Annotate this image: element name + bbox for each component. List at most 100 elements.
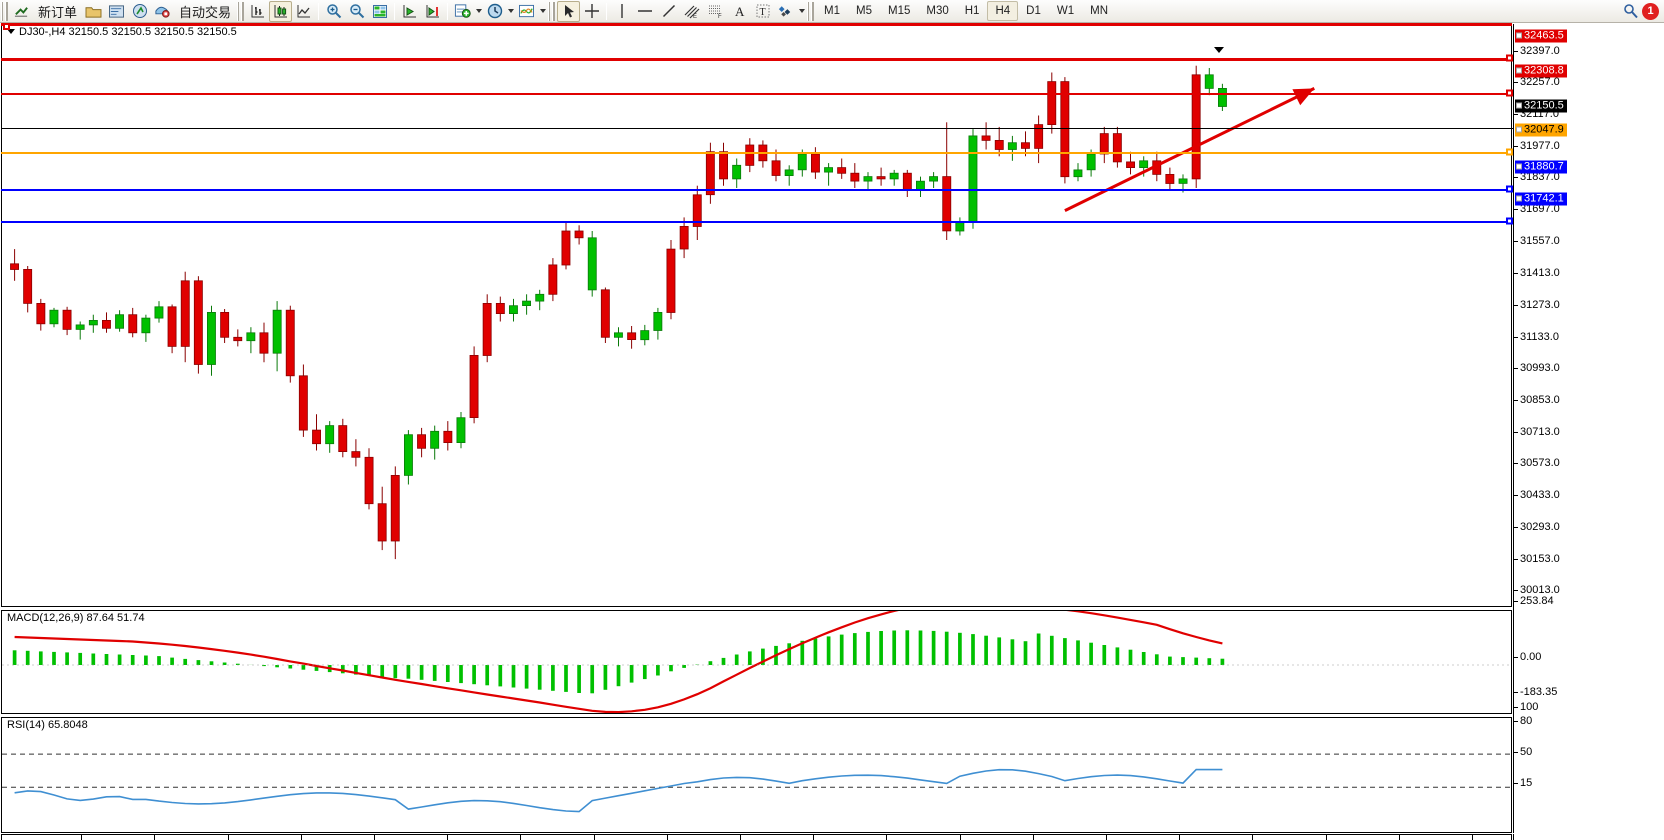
time-axis-tick (666, 835, 668, 840)
label-icon[interactable]: T (751, 1, 774, 22)
timeframe-d1[interactable]: D1 (1026, 5, 1041, 17)
price-tag-current-price[interactable]: 32150.5 (1515, 99, 1567, 113)
macd-axis-tick: -183.35 (1514, 686, 1557, 698)
price-tag-support-2[interactable]: 31742.1 (1515, 192, 1567, 206)
price-axis-tick: 31977.0 (1514, 140, 1560, 152)
objects-dropdown-icon[interactable] (797, 1, 806, 21)
price-line-handle[interactable] (1506, 185, 1513, 193)
main-toolbar: 新订单 自动交易 (0, 0, 1664, 23)
folder-icon[interactable] (82, 1, 105, 22)
price-line-handle[interactable] (1506, 148, 1513, 156)
price-tag-resistance-1[interactable]: 32308.8 (1515, 64, 1567, 77)
price-axis[interactable]: 32397.0 32257.0 32117.0 31977.0 31837.0 31697… (1513, 24, 1664, 833)
price-line-resistance-2[interactable] (1, 57, 1513, 61)
time-axis-tick (1398, 835, 1400, 840)
time-axis-tick (81, 835, 83, 840)
price-axis-tick: 31273.0 (1514, 299, 1560, 311)
timeframe-m1[interactable]: M1 (824, 5, 841, 17)
macd-pane[interactable]: MACD(12,26,9) 87.64 51.74 (1, 610, 1512, 714)
search-icon[interactable] (1619, 1, 1642, 22)
timeframe-mn[interactable]: MN (1090, 5, 1108, 17)
timeframe-w1[interactable]: W1 (1056, 5, 1075, 17)
auto-trading-icon[interactable] (151, 1, 174, 22)
templates-dropdown-icon[interactable] (538, 1, 547, 21)
auto-trading-button[interactable]: 自动交易 (179, 4, 232, 20)
price-axis-tick: 30153.0 (1514, 553, 1560, 565)
timeframe-m30[interactable]: M30 (926, 5, 949, 17)
time-axis[interactable]: 8 Jul 202211 Jul 04:0011 Jul 20:0012 Jul… (1, 834, 1512, 840)
toolbar-grip-2[interactable] (237, 1, 245, 21)
new-order-icon[interactable] (10, 1, 33, 22)
price-line-pivot[interactable] (1, 151, 1513, 154)
price-axis-tick: 30853.0 (1514, 394, 1560, 406)
add-indicator-icon[interactable] (451, 1, 474, 22)
price-line-support-1[interactable] (1, 189, 1513, 192)
price-line-resistance-1[interactable] (1, 92, 1513, 95)
timeframe-h1[interactable]: H1 (964, 5, 980, 17)
price-line-handle[interactable] (1506, 54, 1513, 61)
cursor-icon[interactable] (557, 0, 581, 22)
toolbar-grip-4[interactable] (807, 1, 815, 21)
price-line-handle[interactable] (1506, 89, 1513, 96)
vline-icon[interactable] (610, 1, 633, 22)
time-axis-tick (1032, 835, 1034, 840)
time-axis-tick (374, 835, 375, 840)
timeframe-h4[interactable]: H4 (987, 1, 1019, 21)
time-axis-tick (227, 835, 229, 840)
price-pane-collapse-icon[interactable] (7, 29, 15, 34)
toolbar-grip-3[interactable] (548, 1, 556, 21)
templates-icon[interactable] (515, 1, 538, 22)
navigator-icon[interactable] (128, 1, 151, 22)
add-indicator-dropdown-icon[interactable] (474, 1, 483, 21)
time-axis-tick (593, 835, 595, 840)
line-chart-icon[interactable] (292, 1, 315, 22)
chart-selection-handle[interactable] (3, 23, 10, 30)
hline-icon[interactable] (633, 1, 657, 22)
auto-scroll-icon[interactable] (421, 1, 444, 22)
macd-axis-tick: 0.00 (1514, 651, 1541, 663)
price-line-handle[interactable] (1506, 217, 1513, 225)
zoom-out-icon[interactable] (345, 1, 368, 22)
toolbar-grip[interactable] (1, 1, 8, 21)
price-tag-support-1[interactable]: 31880.7 (1515, 160, 1567, 174)
timeframe-m5[interactable]: M5 (856, 5, 872, 17)
notification-badge[interactable]: 1 (1642, 2, 1659, 20)
crosshair-icon[interactable] (580, 1, 603, 22)
text-icon[interactable]: A (728, 1, 751, 22)
objects-icon[interactable] (774, 1, 797, 22)
equidistant-channel-icon[interactable]: E (680, 1, 704, 22)
period-icon[interactable] (483, 1, 506, 22)
time-axis-tick (886, 835, 888, 840)
price-axis-tick: 30013.0 (1514, 584, 1560, 596)
candlestick-chart-icon[interactable] (269, 0, 293, 22)
macd-label: MACD(12,26,9) 87.64 51.74 (6, 612, 146, 624)
svg-text:E: E (693, 14, 697, 19)
price-axis-tick: 31697.0 (1514, 203, 1560, 215)
price-axis-tick: 31837.0 (1514, 171, 1560, 183)
chart-workspace[interactable]: DJ30-,H4 32150.5 32150.5 32150.5 32150.5… (0, 23, 1664, 840)
price-line-current-price[interactable] (1, 128, 1513, 130)
price-axis-tick: 30293.0 (1514, 521, 1560, 533)
time-axis-tick (1472, 835, 1473, 840)
new-order-button[interactable]: 新订单 (38, 4, 78, 20)
macd-canvas (2, 611, 1511, 713)
time-axis-tick (813, 835, 815, 840)
price-axis-tick: 30713.0 (1514, 426, 1560, 438)
rsi-pane[interactable]: RSI(14) 65.8048 (1, 717, 1512, 833)
bar-chart-icon[interactable] (246, 1, 269, 22)
price-tag-resistance-2[interactable]: 32463.5 (1515, 29, 1567, 42)
price-tag-pivot[interactable]: 32047.9 (1515, 123, 1567, 137)
time-axis-tick (1106, 835, 1107, 840)
timeframe-m15[interactable]: M15 (888, 5, 911, 17)
price-line-support-2[interactable] (1, 220, 1513, 223)
period-dropdown-icon[interactable] (506, 1, 515, 21)
fibonacci-icon[interactable]: F (704, 1, 728, 22)
price-axis-tick: 31557.0 (1514, 235, 1560, 247)
price-pane[interactable]: DJ30-,H4 32150.5 32150.5 32150.5 32150.5 (1, 24, 1512, 607)
chart-top-marker-icon (1214, 47, 1224, 53)
data-window-icon[interactable] (368, 1, 391, 22)
shift-end-icon[interactable] (398, 1, 421, 22)
terminal-icon[interactable] (105, 1, 128, 22)
trendline-icon[interactable] (657, 1, 680, 22)
zoom-in-icon[interactable] (322, 1, 345, 22)
